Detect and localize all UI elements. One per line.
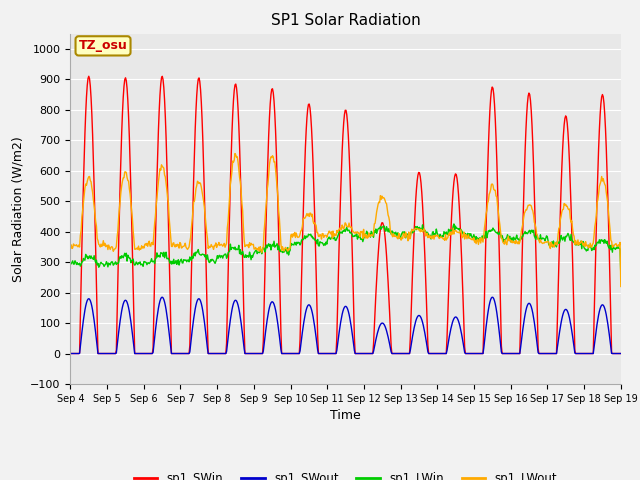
sp1_LWin: [617, 271, 625, 277]
X-axis label: Time: Time: [330, 409, 361, 422]
sp1_SWin: [413, 178, 421, 184]
sp1_LWout: [429, 233, 437, 239]
sp1_SWout: [67, 351, 74, 357]
sp1_LWout: [413, 226, 421, 232]
sp1_SWin: [190, 177, 198, 182]
Text: TZ_osu: TZ_osu: [79, 39, 127, 52]
Y-axis label: Solar Radiation (W/m2): Solar Radiation (W/m2): [12, 136, 25, 282]
sp1_SWin: [85, 73, 93, 79]
Line: sp1_SWin: sp1_SWin: [70, 76, 621, 354]
Title: SP1 Solar Radiation: SP1 Solar Radiation: [271, 13, 420, 28]
sp1_SWin: [77, 314, 84, 320]
sp1_LWout: [67, 242, 74, 248]
sp1_SWin: [67, 351, 74, 357]
sp1_LWin: [189, 255, 196, 261]
sp1_SWin: [429, 351, 437, 357]
Legend: sp1_SWin, sp1_SWout, sp1_LWin, sp1_LWout: sp1_SWin, sp1_SWout, sp1_LWin, sp1_LWout: [129, 467, 563, 480]
sp1_LWin: [133, 260, 141, 266]
sp1_SWin: [134, 351, 141, 357]
sp1_SWin: [617, 351, 625, 357]
sp1_SWout: [159, 294, 166, 300]
sp1_LWout: [617, 284, 625, 289]
sp1_LWout: [189, 208, 196, 214]
sp1_SWout: [77, 343, 84, 349]
sp1_LWin: [450, 221, 458, 227]
sp1_LWin: [67, 260, 74, 265]
sp1_SWout: [133, 351, 141, 357]
Line: sp1_SWout: sp1_SWout: [70, 297, 621, 354]
sp1_LWout: [133, 245, 141, 251]
sp1_SWout: [219, 351, 227, 357]
sp1_LWin: [429, 229, 436, 235]
sp1_SWin: [219, 351, 227, 357]
sp1_LWout: [218, 242, 226, 248]
sp1_LWout: [77, 233, 84, 239]
sp1_SWout: [190, 316, 198, 322]
Line: sp1_LWin: sp1_LWin: [70, 224, 621, 274]
sp1_SWout: [413, 314, 421, 320]
Line: sp1_LWout: sp1_LWout: [70, 154, 621, 287]
sp1_LWin: [218, 253, 226, 259]
sp1_LWout: [231, 151, 239, 156]
sp1_LWin: [77, 263, 84, 269]
sp1_SWout: [617, 351, 625, 357]
sp1_SWout: [429, 351, 437, 357]
sp1_LWin: [413, 227, 420, 232]
